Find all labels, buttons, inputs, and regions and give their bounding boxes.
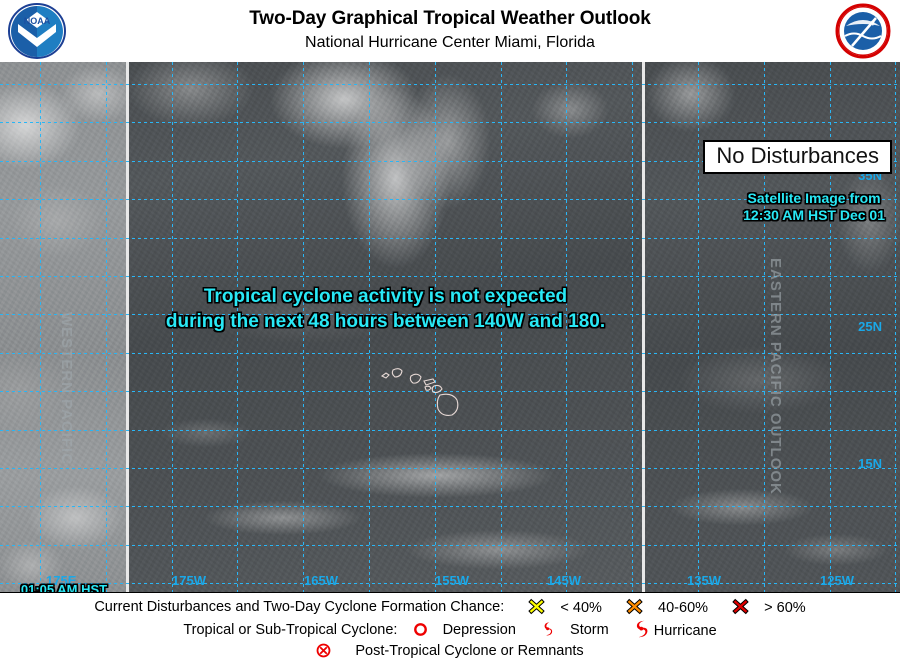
legend-label-formation-chance: Current Disturbances and Two-Day Cyclone…: [94, 599, 505, 615]
satellite-time-line2: 12:30 AM HST Dec 01: [743, 207, 885, 223]
legend-row-formation-chance: Current Disturbances and Two-Day Cyclone…: [0, 598, 900, 616]
watermark-western-pacific: WESTERN PACIFIC: [58, 312, 75, 466]
storm-swirl-icon: [544, 622, 553, 636]
legend-hurricane: Hurricane: [633, 620, 717, 639]
legend-chance-high: > 60%: [732, 598, 806, 616]
latitude-label: 25N: [858, 319, 882, 334]
x-marker-yellow-icon: [528, 598, 546, 615]
satellite-imagery-west: [0, 62, 126, 592]
legend-hurricane-label: Hurricane: [653, 623, 717, 639]
outlook-message-line2: during the next 48 hours between 140W an…: [165, 311, 606, 332]
longitude-label: 125W: [820, 573, 854, 588]
longitude-label: 135W: [687, 573, 721, 588]
page-title: Two-Day Graphical Tropical Weather Outlo…: [249, 8, 651, 29]
legend-depression: Depression: [413, 622, 516, 638]
depression-circle-icon: [413, 622, 427, 636]
svg-text:NOAA: NOAA: [24, 16, 51, 26]
panel-divider-right: [642, 62, 645, 592]
legend-depression-label: Depression: [442, 621, 516, 638]
local-time-line1: 01:05 AM HST: [20, 582, 108, 592]
map-panel-western-pacific: [0, 62, 126, 592]
satellite-noise-west: [0, 62, 126, 592]
legend-post-tropical-label: Post-Tropical Cyclone or Remnants: [355, 643, 584, 660]
local-time-stamp: 01:05 AM HST Mon Dec 01 2025: [4, 582, 124, 592]
satellite-imagery-center: [129, 62, 642, 592]
title-block: Two-Day Graphical Tropical Weather Outlo…: [0, 0, 900, 52]
legend-post-tropical: Post-Tropical Cyclone or Remnants: [316, 643, 584, 660]
outlook-message: Tropical cyclone activity is not expecte…: [129, 284, 642, 334]
legend-storm: Storm: [540, 621, 609, 638]
legend-storm-label: Storm: [570, 622, 609, 638]
map-panel-central-pacific: [129, 62, 642, 592]
satellite-noise-center: [129, 62, 642, 592]
legend-chance-high-label: > 60%: [764, 600, 806, 616]
no-disturbances-banner: No Disturbances: [703, 140, 892, 174]
noaa-logo: NOAA: [6, 2, 68, 60]
legend-panel: Current Disturbances and Two-Day Cyclone…: [0, 592, 900, 665]
longitude-label: 165W: [304, 573, 338, 588]
legend-chance-medium: 40-60%: [626, 598, 708, 616]
page-header: NOAA Two-Day Graphical Tropical Weather …: [0, 0, 900, 62]
x-marker-red-icon: [732, 598, 749, 615]
longitude-label: 175E: [46, 573, 77, 588]
post-tropical-x-circle-icon: [316, 643, 331, 658]
latitude-label: 15N: [858, 456, 882, 471]
page-subtitle: National Hurricane Center Miami, Florida: [305, 34, 595, 51]
satellite-time-line1: Satellite Image from: [747, 190, 881, 206]
panel-divider-left: [126, 62, 129, 592]
satellite-image-timestamp: Satellite Image from 12:30 AM HST Dec 01: [743, 190, 885, 224]
legend-chance-low-label: < 40%: [560, 600, 602, 616]
longitude-label: 155W: [435, 573, 469, 588]
legend-chance-low: < 40%: [528, 598, 602, 616]
legend-chance-medium-label: 40-60%: [658, 600, 709, 616]
longitude-label: 145W: [547, 573, 581, 588]
x-marker-orange-icon: [626, 598, 643, 615]
hurricane-swirl-icon: [636, 620, 648, 638]
longitude-label: 175W: [172, 573, 206, 588]
legend-label-cyclone-type: Tropical or Sub-Tropical Cyclone:: [183, 621, 398, 638]
outlook-message-line1: Tropical cyclone activity is not expecte…: [203, 286, 568, 307]
national-weather-service-logo: [832, 2, 894, 60]
hawaiian-islands-outline: [380, 368, 459, 416]
legend-row-cyclone-types: Tropical or Sub-Tropical Cyclone: Depres…: [0, 620, 900, 639]
legend-row-post-tropical: Post-Tropical Cyclone or Remnants: [0, 643, 900, 659]
watermark-eastern-pacific: EASTERN PACIFIC OUTLOOK: [767, 258, 784, 495]
